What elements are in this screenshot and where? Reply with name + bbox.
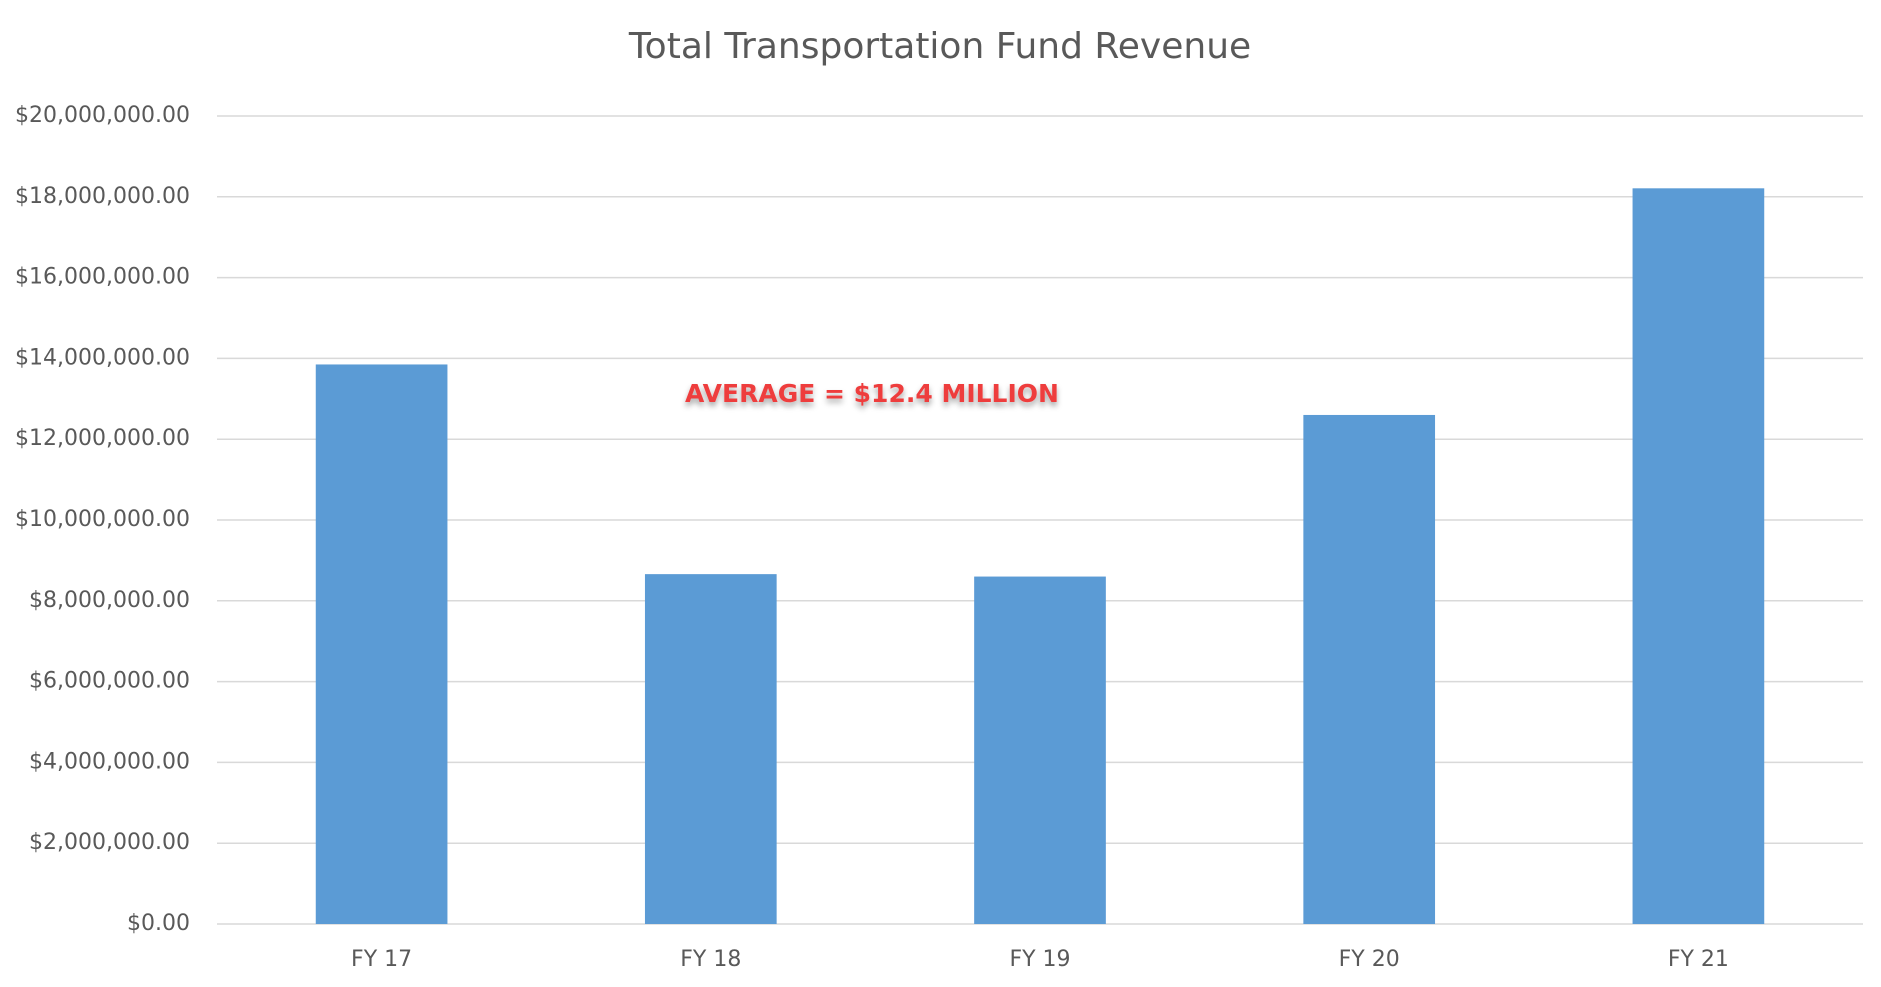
x-tick-label: FY 20	[1339, 947, 1400, 972]
x-tick-label: FY 21	[1668, 947, 1729, 972]
bar	[1303, 414, 1436, 924]
y-tick-label: $18,000,000.00	[15, 184, 190, 209]
y-tick-label: $0.00	[127, 911, 190, 936]
bar	[315, 364, 448, 925]
bar	[644, 574, 777, 924]
y-tick-label: $16,000,000.00	[15, 265, 190, 290]
bar	[974, 576, 1106, 924]
x-tick-label: FY 17	[351, 947, 412, 972]
average-label: AVERAGE = $12.4 MILLION	[685, 379, 1059, 408]
y-tick-label: $12,000,000.00	[15, 426, 190, 451]
x-tick-label: FY 18	[680, 947, 741, 972]
y-tick-label: $10,000,000.00	[15, 507, 190, 532]
x-tick-label: FY 19	[1009, 947, 1070, 972]
bar	[1632, 188, 1765, 925]
y-tick-label: $2,000,000.00	[29, 830, 190, 855]
y-tick-label: $6,000,000.00	[29, 669, 190, 694]
y-tick-label: $20,000,000.00	[15, 103, 190, 128]
y-tick-label: $8,000,000.00	[29, 588, 190, 613]
y-tick-label: $4,000,000.00	[29, 749, 190, 774]
chart-title: Total Transportation Fund Revenue	[628, 26, 1251, 67]
y-tick-label: $14,000,000.00	[15, 345, 190, 370]
